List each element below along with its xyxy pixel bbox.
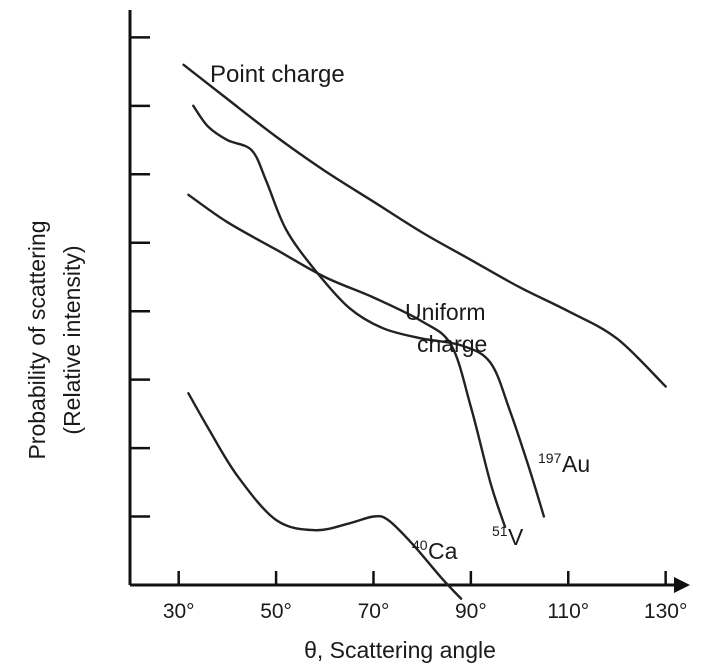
series-label: Ca (428, 538, 458, 564)
x-tick-label: 30° (163, 600, 195, 623)
series-label: Point charge (210, 61, 345, 88)
x-tick-label: 110° (547, 600, 589, 623)
x-ticks: 30° 50° 70° 90° 110° 130° (163, 571, 687, 623)
series-label: V (508, 524, 524, 550)
series-label: Uniform (405, 299, 486, 325)
series-label: Au (562, 451, 590, 477)
x-tick-label: 90° (455, 600, 487, 623)
y-axis-label-line2: (Relative intensity) (59, 245, 85, 434)
series-label-superscript: 51 (492, 523, 508, 539)
series-label: charge (417, 331, 487, 357)
x-tick-label: 70° (358, 600, 390, 623)
x-axis-label: θ, Scattering angle (304, 637, 496, 663)
x-tick-label: 50° (260, 600, 292, 623)
y-ticks (130, 36, 150, 518)
y-axis-label-line1: Probability of scattering (24, 220, 50, 459)
series-line-uniform-charge (192, 104, 546, 518)
series-line-point-charge (182, 63, 667, 388)
curves (182, 63, 667, 600)
x-tick-label: 130° (644, 600, 687, 623)
curve-labels: Point charge Uniform charge 197 Au 51 V 40 Ca (210, 61, 590, 564)
series-label-superscript: 40 (412, 537, 428, 553)
series-label-superscript: 197 (538, 450, 562, 466)
x-axis-arrow (674, 577, 690, 593)
series-line-197au (187, 193, 507, 528)
series-line-51v (187, 392, 463, 600)
